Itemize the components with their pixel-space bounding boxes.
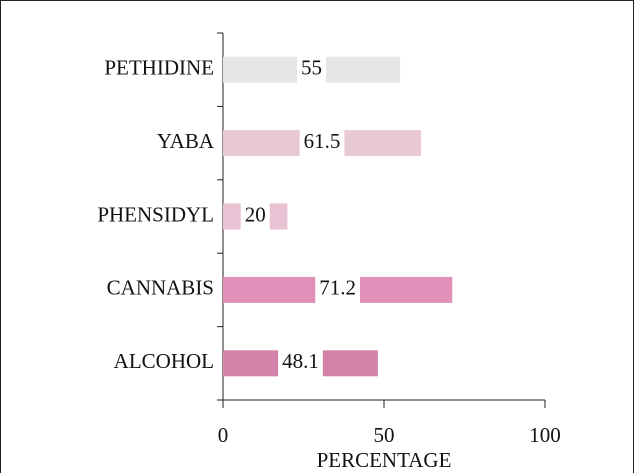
label-background: [297, 55, 327, 84]
data-label: 48.1: [282, 349, 319, 373]
label-background: [278, 349, 323, 378]
y-tick-label: CANNABIS: [107, 276, 214, 300]
data-label: 20: [245, 202, 266, 226]
x-axis-label: PERCENTAGE: [317, 448, 452, 472]
data-label: 61.5: [304, 129, 341, 153]
data-label: 55: [301, 56, 322, 80]
label-background: [299, 129, 345, 158]
label-background: [315, 275, 361, 304]
data-label: 71.2: [319, 276, 356, 300]
y-tick-label: ALCOHOL: [114, 349, 214, 373]
x-tick-label: 50: [374, 423, 395, 447]
x-tick-label: 100: [529, 423, 561, 447]
y-tick-label: PHENSIDYL: [97, 202, 214, 226]
label-background: [240, 202, 270, 231]
y-tick-label: PETHIDINE: [104, 56, 214, 80]
x-tick-label: 0: [218, 423, 229, 447]
y-tick-label: YABA: [157, 129, 215, 153]
